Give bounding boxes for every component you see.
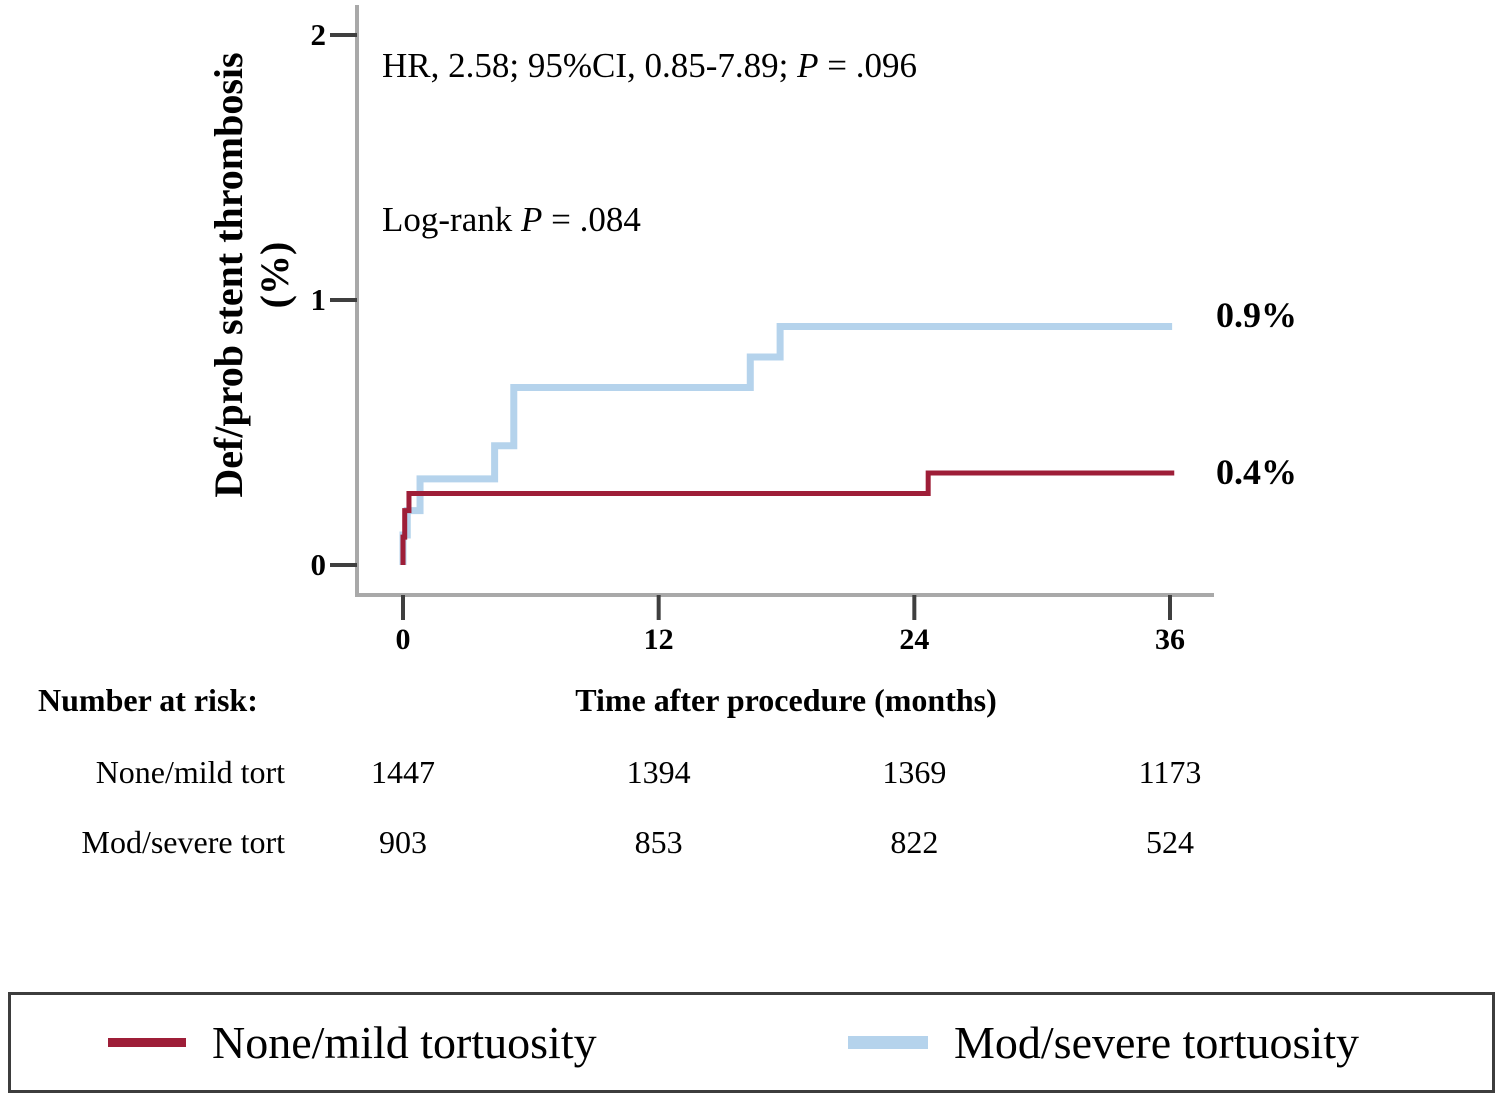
x-tick-label: 36: [1155, 623, 1185, 656]
risk-value-cell: 1369: [882, 754, 947, 790]
risk-value-cell: 524: [1146, 824, 1194, 860]
x-tick-label: 0: [395, 623, 411, 656]
logrank-text: Log-rank: [382, 200, 521, 239]
risk-value-cell: 853: [634, 824, 683, 860]
x-tick-label: 12: [643, 623, 674, 656]
curve-end-label-mod-severe: 0.9%: [1216, 295, 1297, 335]
legend: None/mild tortuosity Mod/severe tortuosi…: [8, 992, 1495, 1093]
logrank-annotation: Log-rank P = .084: [382, 200, 641, 240]
series-line-mod-severe-tortuosity: [399, 323, 1173, 565]
legend-swatch-none-mild-icon: [108, 1038, 186, 1047]
legend-swatch-mod-severe-icon: [848, 1036, 928, 1049]
curve-end-label-none-mild: 0.4%: [1216, 452, 1297, 492]
y-axis-title-line2: (%): [252, 241, 297, 309]
logrank-p-value: = .084: [542, 200, 641, 239]
hr-annotation-text: HR, 2.58; 95%CI, 0.85-7.89;: [382, 46, 798, 85]
risk-value-cell: 1394: [626, 754, 691, 790]
risk-value-cell: 1173: [1138, 754, 1202, 790]
risk-value-cell: 903: [379, 824, 427, 860]
legend-label-none-mild: None/mild tortuosity: [212, 1016, 597, 1068]
x-axis-title: Time after procedure (months): [575, 682, 997, 718]
x-tick-label: 24: [899, 623, 930, 656]
y-tick-label: 2: [310, 17, 327, 52]
risk-row-label: Mod/severe tort: [81, 824, 286, 860]
y-axis-title: Def/prob stent thrombosis (%): [206, 52, 298, 497]
hr-p-symbol: P: [797, 46, 819, 85]
y-tick-label: 0: [310, 547, 327, 582]
legend-item-none-mild: None/mild tortuosity: [108, 995, 597, 1090]
risk-value-cell: 1447: [371, 754, 435, 790]
logrank-p-symbol: P: [520, 200, 543, 239]
risk-value-cell: 822: [890, 824, 939, 860]
hr-annotation: HR, 2.58; 95%CI, 0.85-7.89; P = .096: [382, 46, 917, 86]
legend-label-mod-severe: Mod/severe tortuosity: [954, 1016, 1359, 1068]
number-at-risk-header: Number at risk:: [38, 682, 258, 718]
y-tick-label: 1: [310, 282, 327, 317]
hr-p-value: = .096: [818, 46, 918, 85]
legend-item-mod-severe: Mod/severe tortuosity: [848, 995, 1359, 1090]
y-axis-title-line1: Def/prob stent thrombosis: [206, 52, 251, 498]
series-line-none-mild-tortuosity: [400, 470, 1175, 565]
risk-row-label: None/mild tort: [95, 754, 285, 790]
